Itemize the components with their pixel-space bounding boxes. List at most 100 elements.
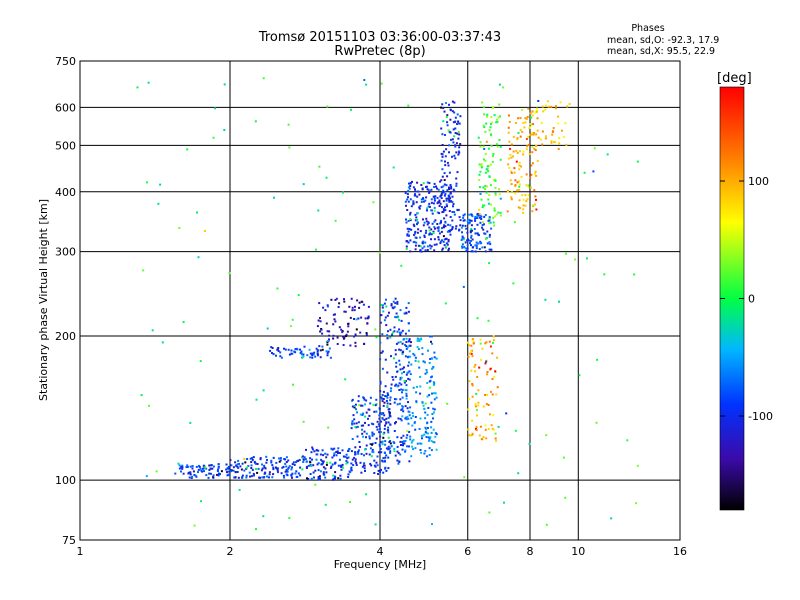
echo-point — [461, 237, 464, 240]
echo-point — [529, 133, 532, 136]
echo-point — [405, 341, 408, 343]
echo-point — [369, 443, 372, 446]
echo-point — [379, 435, 382, 438]
echo-point — [370, 422, 373, 425]
echo-point — [470, 350, 473, 353]
echo-point — [229, 470, 232, 473]
echo-point — [518, 161, 521, 164]
echo-point — [519, 135, 522, 138]
echo-points — [136, 77, 639, 531]
echo-point — [416, 442, 419, 445]
echo-point — [479, 216, 481, 219]
echo-point — [334, 462, 336, 465]
echo-point — [409, 373, 412, 376]
echo-point — [441, 168, 444, 171]
echo-point — [446, 205, 448, 208]
echo-point — [390, 445, 393, 448]
echo-point — [403, 442, 406, 445]
echo-point — [293, 350, 296, 353]
echo-point — [407, 329, 410, 332]
echo-point — [387, 448, 389, 451]
echo-point — [244, 461, 247, 464]
echo-point — [539, 138, 542, 141]
echo-point — [426, 188, 429, 191]
echo-point — [344, 335, 347, 337]
echo-point — [443, 224, 446, 227]
echo-point — [457, 208, 460, 211]
echo-point — [378, 443, 381, 446]
echo-point — [444, 209, 447, 212]
echo-point — [635, 502, 638, 505]
echo-point — [328, 334, 331, 337]
echo-point — [496, 143, 499, 146]
echo-point — [395, 383, 398, 386]
echo-point — [278, 457, 281, 460]
echo-point — [400, 408, 403, 411]
echo-point — [334, 475, 337, 478]
echo-point — [389, 450, 392, 453]
echo-point — [531, 210, 534, 213]
echo-point — [516, 181, 519, 184]
echo-point — [260, 469, 263, 472]
echo-point — [393, 326, 396, 329]
echo-point — [212, 475, 215, 478]
echo-point — [441, 206, 443, 209]
echo-point — [531, 145, 534, 148]
echo-point — [485, 122, 488, 125]
echo-point — [418, 207, 421, 210]
echo-point — [468, 380, 471, 383]
echo-point — [471, 246, 474, 249]
echo-point — [333, 318, 336, 321]
echo-point — [510, 198, 513, 201]
echo-point — [523, 126, 526, 129]
echo-point — [189, 421, 192, 424]
echo-point — [416, 223, 418, 226]
echo-point — [365, 436, 367, 439]
echo-point — [441, 248, 444, 251]
echo-point — [283, 458, 286, 460]
echo-point — [385, 298, 387, 301]
echo-point — [322, 472, 325, 475]
echo-point — [321, 348, 324, 351]
echo-point — [396, 445, 399, 448]
echo-point — [495, 439, 498, 442]
echo-point — [444, 134, 446, 136]
echo-point — [385, 469, 388, 472]
echo-point — [389, 328, 392, 331]
echo-point — [394, 349, 397, 352]
echo-point — [197, 468, 200, 471]
echo-point — [449, 184, 452, 186]
echo-point — [433, 382, 436, 385]
echo-point — [430, 431, 433, 434]
echo-point — [197, 256, 200, 259]
echo-point — [279, 355, 282, 358]
echo-point — [291, 318, 294, 321]
echo-point — [453, 101, 456, 104]
echo-point — [565, 252, 568, 255]
echo-point — [269, 349, 272, 352]
echo-point — [474, 250, 477, 253]
echo-point — [426, 245, 429, 248]
echo-point — [266, 475, 269, 478]
echo-point — [358, 306, 361, 309]
echo-point — [174, 472, 177, 475]
echo-point — [136, 86, 139, 89]
echo-point — [251, 458, 254, 461]
echo-point — [485, 360, 488, 363]
echo-point — [494, 193, 497, 196]
echo-point — [408, 445, 410, 448]
echo-point — [351, 398, 354, 401]
echo-point — [408, 460, 411, 463]
echo-point — [529, 176, 532, 179]
echo-point — [379, 341, 382, 344]
echo-point — [259, 457, 262, 460]
echo-point — [445, 237, 447, 240]
echo-point — [528, 442, 531, 445]
echo-point — [381, 400, 384, 403]
echo-point — [415, 216, 418, 219]
echo-point — [522, 211, 525, 214]
echo-point — [479, 141, 482, 144]
echo-point — [365, 333, 368, 336]
echo-point — [368, 453, 371, 456]
